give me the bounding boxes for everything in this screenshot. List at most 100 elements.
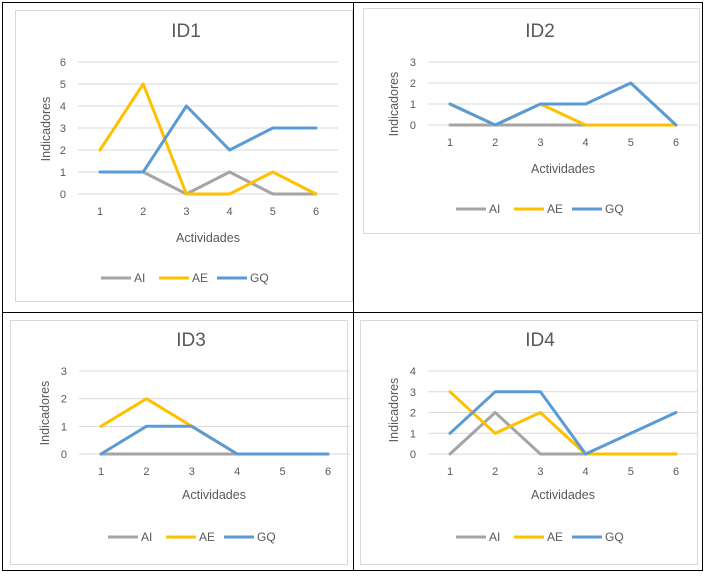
frame-horizontal-divider [2,312,703,313]
x-tick-label: 4 [583,137,589,149]
y-tick-label: 1 [60,167,66,179]
series-lines [448,81,678,127]
y-tick-label: 6 [60,57,66,69]
legend-label-ai: AI [134,271,145,285]
y-tick-label: 4 [60,101,66,113]
chart-title: ID2 [525,21,555,42]
y-tick-label: 3 [60,123,66,135]
y-tick-label: 5 [60,79,66,91]
y-tick-labels: 0 1 2 3 4 [410,366,416,461]
legend-label-ae: AE [199,530,215,544]
frame-vertical-divider [353,2,354,571]
series-lines [98,82,318,196]
x-tick-label: 6 [325,466,331,478]
x-tick-label: 2 [492,137,498,149]
x-tick-label: 4 [583,466,589,478]
legend-label-ae: AE [547,202,563,216]
y-tick-label: 3 [410,57,416,69]
y-tick-label: 1 [61,421,67,433]
x-tick-label: 1 [447,137,453,149]
series-line-gq [98,104,318,174]
y-tick-labels: 0 1 2 3 4 5 6 [60,57,66,201]
x-tick-label: 6 [673,137,679,149]
x-axis-label: Actividades [182,488,246,502]
legend-label-ai: AI [489,202,500,216]
x-tick-label: 1 [98,466,104,478]
chart-panel-id3 [10,320,348,565]
x-tick-label: 4 [227,206,233,218]
chart-id1: ID1 0 1 2 3 4 5 6 1 2 3 4 5 6 Indicadores Actividad… [39,21,338,285]
legend-label-gq: GQ [605,202,624,216]
legend: AI AE GQ [108,530,276,544]
x-axis-label: Actividades [531,488,595,502]
legend: AI AE GQ [456,530,624,544]
gridlines [428,370,698,455]
y-tick-labels: 0 1 2 3 [61,366,67,461]
series-line-ai [98,170,318,196]
x-tick-label: 1 [97,206,103,218]
x-tick-label: 5 [628,466,634,478]
chart-id4: ID4 0 1 2 3 4 1 2 3 4 5 6 Indicadores Actividades… [387,330,698,544]
x-tick-label: 3 [537,466,543,478]
series-line-ae [98,82,318,196]
legend-label-gq: GQ [605,530,624,544]
legend-label-ae: AE [192,271,208,285]
x-axis-label: Actividades [531,162,595,176]
series-line-ae [448,390,678,456]
x-tick-labels: 1 2 3 4 5 6 [447,466,679,478]
x-tick-label: 5 [280,466,286,478]
x-tick-label: 6 [313,206,319,218]
legend-label-ae: AE [547,530,563,544]
legend-label-ai: AI [141,530,152,544]
chart-panel-id1 [15,10,353,302]
x-tick-labels: 1 2 3 4 5 6 [447,137,679,149]
y-tick-label: 0 [410,449,416,461]
y-tick-label: 0 [60,189,66,201]
x-tick-label: 3 [189,466,195,478]
series-line-gq [99,424,330,456]
y-axis-label: Indicadores [39,97,53,162]
legend: AI AE GQ [456,202,624,216]
series-line-ae [448,102,678,127]
x-tick-label: 3 [183,206,189,218]
y-tick-labels: 0 1 2 3 [410,57,416,132]
y-tick-label: 4 [410,366,416,378]
x-tick-label: 5 [270,206,276,218]
y-tick-label: 2 [410,408,416,420]
x-tick-label: 6 [673,466,679,478]
x-axis-label: Actividades [176,231,240,245]
chart-title: ID4 [525,330,555,351]
y-tick-label: 2 [60,145,66,157]
y-tick-label: 3 [61,366,67,378]
series-lines [448,390,678,456]
y-axis-label: Indicadores [387,378,401,443]
chart-title: ID3 [176,330,206,351]
figure-frame [2,2,703,571]
y-tick-label: 2 [410,78,416,90]
x-tick-label: 1 [447,466,453,478]
series-lines [99,397,330,456]
x-tick-label: 2 [140,206,146,218]
y-tick-label: 3 [410,387,416,399]
y-tick-label: 2 [61,394,67,406]
y-axis-label: Indicadores [387,72,401,137]
x-tick-label: 5 [628,137,634,149]
chart-panel-id2 [363,8,700,234]
y-tick-label: 1 [410,99,416,111]
x-tick-label: 2 [492,466,498,478]
y-axis-label: Indicadores [38,381,52,446]
y-tick-label: 0 [61,449,67,461]
legend-label-ai: AI [489,530,500,544]
legend-label-gq: GQ [250,271,269,285]
x-tick-labels: 1 2 3 4 5 6 [97,206,319,218]
legend-label-gq: GQ [257,530,276,544]
x-tick-label: 4 [234,466,240,478]
y-tick-label: 0 [410,120,416,132]
series-line-gq [448,390,678,456]
y-tick-label: 1 [410,428,416,440]
x-tick-label: 2 [143,466,149,478]
legend: AI AE GQ [101,271,269,285]
